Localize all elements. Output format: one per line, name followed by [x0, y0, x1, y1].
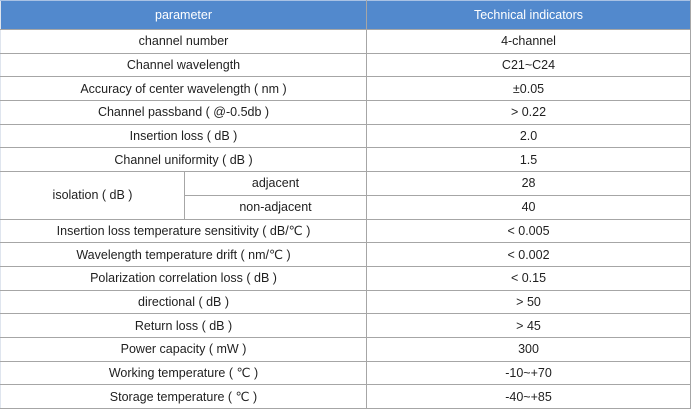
subparam-cell: non-adjacent	[183, 194, 368, 220]
param-cell: Polarization correlation loss ( dB )	[0, 265, 368, 291]
table-row: Channel passband ( @-0.5db ) > 0.22	[0, 100, 691, 125]
table-row: Channel uniformity ( dB ) 1.5	[0, 147, 691, 173]
value-cell: 28	[366, 171, 691, 196]
value-cell: ±0.05	[366, 76, 691, 102]
param-cell: Storage temperature ( ℃ )	[0, 384, 368, 409]
param-cell: Accuracy of center wavelength ( nm )	[0, 76, 368, 102]
table-row: channel number 4-channel	[0, 29, 691, 54]
value-cell: 300	[366, 336, 691, 362]
param-cell-isolation: isolation ( dB )	[0, 171, 185, 220]
param-cell: Wavelength temperature drift ( nm/℃ )	[0, 242, 368, 267]
param-cell: Channel uniformity ( dB )	[0, 147, 368, 173]
param-cell: Channel wavelength	[0, 52, 368, 78]
table-row: Accuracy of center wavelength ( nm ) ±0.…	[0, 76, 691, 102]
table-header: parameter Technical indicators	[0, 0, 691, 30]
table-row: Working temperature ( ℃ ) -10~+70	[0, 360, 691, 386]
header-row: parameter Technical indicators	[0, 0, 691, 30]
value-cell: -40~+85	[366, 384, 691, 409]
table-row: Channel wavelength C21~C24	[0, 52, 691, 78]
param-cell: Insertion loss ( dB )	[0, 123, 368, 149]
param-cell: Power capacity ( mW )	[0, 336, 368, 362]
param-cell: Channel passband ( @-0.5db )	[0, 100, 368, 125]
table-row: Storage temperature ( ℃ ) -40~+85	[0, 384, 691, 409]
value-cell: 40	[366, 194, 691, 220]
table-row-isolation-adjacent: isolation ( dB ) adjacent 28	[0, 171, 691, 220]
value-cell: -10~+70	[366, 360, 691, 386]
table-row: Insertion loss temperature sensitivity (…	[0, 218, 691, 244]
value-cell: < 0.15	[366, 265, 691, 291]
param-cell: Working temperature ( ℃ )	[0, 360, 368, 386]
header-cell-technical-indicators: Technical indicators	[366, 0, 691, 30]
value-cell: 4-channel	[366, 29, 691, 54]
value-cell: < 0.005	[366, 218, 691, 244]
value-cell: < 0.002	[366, 242, 691, 267]
value-cell: > 50	[366, 289, 691, 315]
param-cell: channel number	[0, 29, 368, 54]
value-cell: 2.0	[366, 123, 691, 149]
param-cell: directional ( dB )	[0, 289, 368, 315]
value-cell: > 45	[366, 313, 691, 338]
table-row-isolation-non-adjacent: non-adjacent 40	[1, 194, 691, 220]
table-body: channel number 4-channel Channel wavelen…	[0, 29, 691, 409]
value-cell: 1.5	[366, 147, 691, 173]
value-cell: C21~C24	[366, 52, 691, 78]
param-cell: Return loss ( dB )	[0, 313, 368, 338]
subparam-cell: adjacent	[183, 171, 368, 196]
header-cell-parameter: parameter	[0, 0, 368, 30]
table-row: Power capacity ( mW ) 300	[0, 336, 691, 362]
table-row: directional ( dB ) > 50	[0, 289, 691, 315]
table-row: Return loss ( dB ) > 45	[0, 313, 691, 338]
table-row: Wavelength temperature drift ( nm/℃ ) < …	[0, 242, 691, 267]
table-row: Insertion loss ( dB ) 2.0	[0, 123, 691, 149]
param-cell: Insertion loss temperature sensitivity (…	[0, 218, 368, 244]
table-row: Polarization correlation loss ( dB ) < 0…	[0, 265, 691, 291]
value-cell: > 0.22	[366, 100, 691, 125]
